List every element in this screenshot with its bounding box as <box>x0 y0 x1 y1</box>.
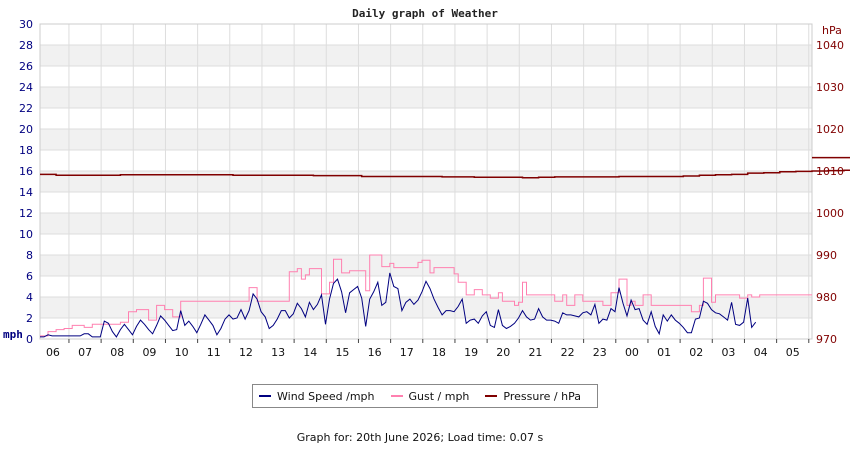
right-tick-label: 1040 <box>816 39 844 52</box>
plot-border <box>39 23 813 340</box>
left-tick-label: 16 <box>19 165 33 178</box>
left-tick-label: 28 <box>19 39 33 52</box>
x-tick-label: 17 <box>400 346 414 359</box>
x-tick-label: 14 <box>303 346 317 359</box>
left-tick-label: 22 <box>19 102 33 115</box>
right-tick-label: 990 <box>816 249 837 262</box>
wind-swatch <box>259 395 271 397</box>
pressure-line <box>40 156 850 179</box>
legend-item-pressure: Pressure / hPa <box>485 390 581 403</box>
left-tick-label: 30 <box>19 18 33 31</box>
left-tick-label: 10 <box>19 228 33 241</box>
band <box>40 255 812 276</box>
right-axis-unit: hPa <box>822 24 842 37</box>
legend-gust-label: Gust / mph <box>408 389 470 403</box>
right-axis-ticks: 970 980 990 1000 1010 1020 1030 1040 <box>816 39 844 346</box>
x-tick-label: 22 <box>561 346 575 359</box>
gust-line <box>40 254 812 337</box>
chart-title: Daily graph of Weather <box>352 7 498 20</box>
x-tick-label: 06 <box>46 346 60 359</box>
x-tick-label: 08 <box>110 346 124 359</box>
right-tick-label: 1030 <box>816 81 844 94</box>
right-tick-label: 1020 <box>816 123 844 136</box>
x-tick-label: 03 <box>721 346 735 359</box>
x-tick-label: 00 <box>625 346 639 359</box>
band <box>40 45 812 66</box>
right-tick-label: 970 <box>816 333 837 346</box>
legend-wind-label: Wind Speed /mph <box>277 389 375 403</box>
legend-item-wind: Wind Speed /mph <box>259 390 375 403</box>
x-tick-label: 20 <box>496 346 510 359</box>
x-tick-label: 15 <box>335 346 349 359</box>
x-tick-label: 01 <box>657 346 671 359</box>
band <box>40 129 812 150</box>
left-axis-unit: mph <box>3 328 23 341</box>
pressure-swatch <box>485 395 498 397</box>
x-tick-label: 11 <box>207 346 221 359</box>
weather-chart: Daily graph of Weather 02468101214161820… <box>3 7 850 359</box>
band <box>40 297 812 318</box>
left-tick-label: 26 <box>19 60 33 73</box>
legend-item-gust: Gust / mph <box>390 389 470 403</box>
x-tick-label: 07 <box>78 346 92 359</box>
x-axis-ticks: 06 07 08 09 10 11 12 13 14 15 16 17 18 19 20 21 22 23 00 01… <box>46 339 810 359</box>
x-tick-label: 23 <box>593 346 607 359</box>
x-tick-label: 21 <box>528 346 542 359</box>
left-tick-label: 0 <box>26 333 33 346</box>
x-tick-label: 18 <box>432 346 446 359</box>
left-tick-label: 2 <box>26 312 33 325</box>
x-tick-label: 12 <box>239 346 253 359</box>
x-tick-label: 16 <box>368 346 382 359</box>
legend: Wind Speed /mph Gust / mph Pressure / hP… <box>252 384 598 408</box>
x-tick-label: 19 <box>464 346 478 359</box>
x-tick-label: 04 <box>754 346 768 359</box>
left-tick-label: 8 <box>26 249 33 262</box>
left-tick-label: 12 <box>19 207 33 220</box>
x-tick-label: 13 <box>271 346 285 359</box>
band <box>40 87 812 108</box>
left-tick-label: 20 <box>19 123 33 136</box>
right-tick-label: 1000 <box>816 207 844 220</box>
x-tick-label: 10 <box>175 346 189 359</box>
left-tick-label: 14 <box>19 186 33 199</box>
left-tick-label: 4 <box>26 291 33 304</box>
x-tick-label: 02 <box>689 346 703 359</box>
right-tick-label: 980 <box>816 291 837 304</box>
series-layer <box>40 156 850 338</box>
left-tick-label: 6 <box>26 270 33 283</box>
left-tick-label: 24 <box>19 81 33 94</box>
x-tick-label: 09 <box>142 346 156 359</box>
right-tick-label: 1010 <box>816 165 844 178</box>
band <box>40 213 812 234</box>
legend-pressure-label: Pressure / hPa <box>503 389 581 403</box>
background-bands <box>40 24 812 339</box>
grid-lines <box>39 23 813 340</box>
x-tick-label: 05 <box>786 346 800 359</box>
wind-speed-line <box>40 272 757 338</box>
gust-swatch <box>390 395 403 397</box>
footer-status: Graph for: 20th June 2026; Load time: 0.… <box>296 431 544 444</box>
left-tick-label: 18 <box>19 144 33 157</box>
